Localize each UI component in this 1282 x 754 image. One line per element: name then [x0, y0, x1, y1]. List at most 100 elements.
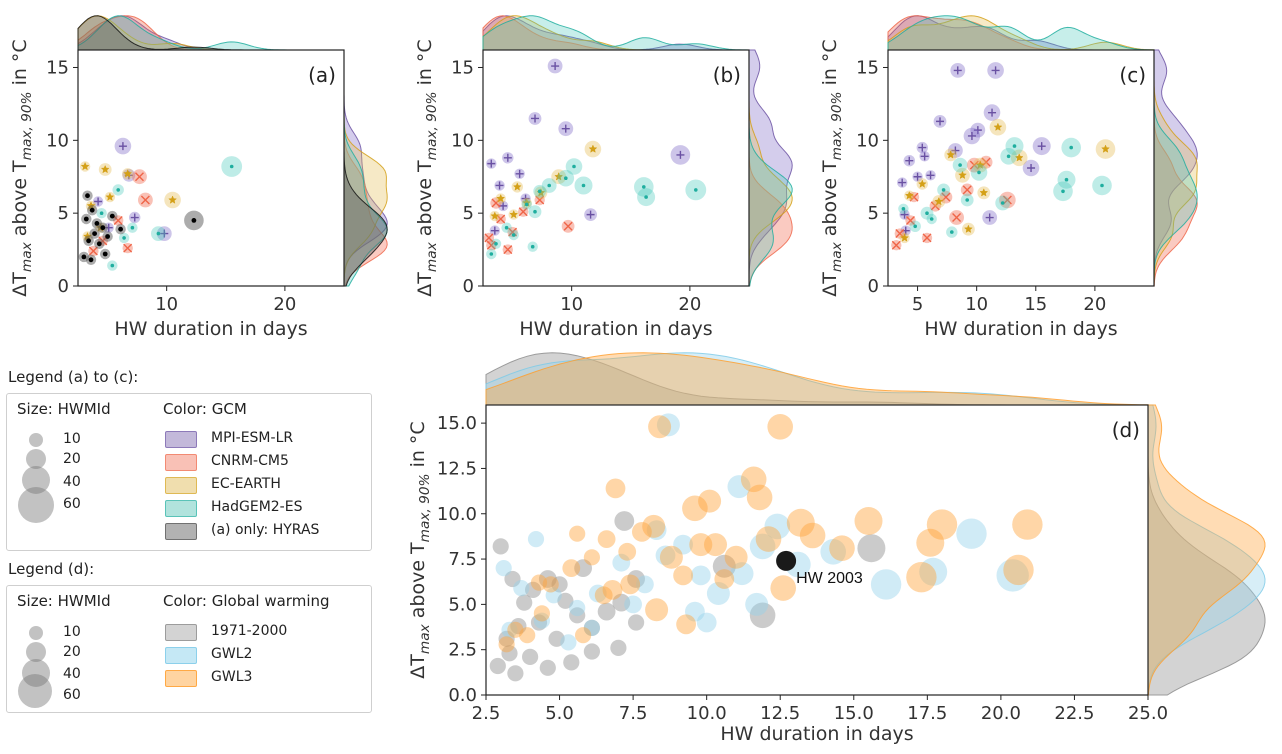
axes-frame-b [482, 49, 750, 287]
legend-ac-label-ecearth: EC-EARTH [211, 476, 281, 492]
y-tick-label-d-5: 12.5 [437, 458, 477, 479]
point-marker-b-ec-earth-5 [496, 193, 506, 203]
point-marker-a-ec-earth-2 [168, 195, 178, 204]
legend-ac-size-header: Size: HWMId [17, 400, 111, 418]
y-tick-label-b-0: 0 [463, 276, 474, 297]
data-point-d-gwl2-12 [706, 582, 730, 605]
legend-ac-label-hadgem: HadGEM2-ES [211, 499, 303, 515]
legend-ac-size-10-marker [29, 433, 43, 447]
data-point-d-1971-2000-9 [548, 630, 565, 647]
data-point-d-1971-2000-8 [498, 630, 515, 647]
data-point-d-gwl2-22 [533, 612, 551, 629]
data-point-d-1971-2000-4 [557, 592, 574, 609]
y-tick-label-d-3: 7.5 [448, 549, 477, 570]
data-point-d-1971-2000-18 [583, 643, 601, 660]
y-axis-label-a: ΔTmax above Tmax, 90% in °C [9, 39, 35, 296]
legend-d-size-20-label: 20 [63, 644, 81, 660]
data-point-d-1971-2000-22 [574, 559, 592, 577]
point-marker-b-cnrm-cm5-7 [535, 195, 545, 205]
y-axis-label-b: ΔTmax above Tmax, 90% in °C [414, 39, 440, 296]
point-marker-b-mpi-esm-lr-1 [531, 114, 540, 123]
legend-d-swatch-1971-2000 [165, 624, 197, 641]
marginal-x-density-b-hadgem2-es [482, 15, 750, 51]
point-marker-c-ec-earth-9 [900, 233, 910, 242]
point-marker-c-ec-earth-11 [979, 188, 989, 197]
panel-label-c: (c) [1119, 63, 1146, 87]
point-marker-c-hadgem2-es-14 [965, 198, 969, 202]
legend-d-swatch-gwl2 [165, 647, 197, 664]
point-marker-c-mpi-esm-lr-14 [926, 171, 935, 180]
data-point-d-gwl3-28 [689, 533, 713, 557]
x-tick-label-d-4: 12.5 [760, 703, 800, 724]
legend-d-size-60-label: 60 [63, 687, 81, 703]
point-marker-b-hadgem2-es-0 [642, 185, 646, 189]
point-marker-b-cnrm-cm5-2 [518, 207, 528, 217]
data-point-d-gwl3-22 [562, 559, 581, 577]
legend-ac-size-20-marker [26, 449, 46, 469]
data-point-d-gwl2-17 [685, 601, 705, 622]
point-marker-b-mpi-esm-lr-10 [586, 210, 595, 219]
point-marker-a-mpi-esm-lr-0 [118, 142, 127, 151]
point-marker-b-cnrm-cm5-5 [503, 245, 513, 255]
data-point-d-gwl3-16 [746, 484, 773, 511]
y-axis-label-part: in °C [819, 39, 841, 91]
marginal-x-density-c-hadgem2-es [887, 15, 1155, 51]
x-tick-label-b-0: 10 [560, 294, 583, 315]
point-marker-b-cnrm-cm5-3 [496, 214, 506, 224]
x-axis-label-b: HW duration in days [519, 318, 712, 340]
legend-ac-size-60-label: 60 [63, 496, 81, 512]
legend-d-size-header: Size: HWMId [17, 592, 111, 610]
data-point-d-gwl3-24 [519, 627, 536, 644]
data-point-d-1971-2000-28 [489, 657, 506, 675]
point-marker-b-hadgem2-es-5 [564, 176, 568, 180]
y-axis-label-part: in °C [407, 421, 429, 473]
data-point-d-gwl2-18 [870, 569, 902, 600]
data-point-d-gwl3-0 [648, 415, 672, 439]
point-marker-a--a-only-hyras-8 [92, 231, 97, 237]
data-point-d-1971-2000-15 [522, 648, 539, 666]
point-marker-a-ec-earth-4 [105, 192, 115, 201]
hw-2003-label: HW 2003 [796, 570, 863, 587]
x-tick-label-c-1: 10 [965, 294, 988, 315]
legend-d-swatch-gwl3 [165, 670, 197, 687]
y-axis-label-part: max [19, 241, 35, 272]
point-marker-a-hadgem2-es-5 [99, 211, 104, 215]
data-point-d-gwl2-20 [956, 518, 987, 549]
data-point-d-gwl2-24 [501, 621, 518, 638]
y-axis-label-part: ΔT [407, 654, 429, 679]
point-marker-a-ec-earth-3 [123, 169, 133, 178]
point-marker-a-hadgem2-es-4 [110, 263, 115, 268]
point-marker-a--a-only-hyras-1 [85, 193, 90, 199]
x-tick-label-d-0: 2.5 [472, 703, 501, 724]
data-point-d-gwl2-30 [820, 539, 846, 565]
data-point-d-gwl3-37 [583, 549, 601, 566]
point-marker-c-mpi-esm-lr-6 [951, 146, 960, 155]
point-marker-c-ec-earth-5 [963, 224, 973, 233]
point-marker-c-hadgem2-es-1 [1064, 177, 1069, 182]
data-point-d-gwl2-16 [745, 592, 769, 616]
point-marker-a-mpi-esm-lr-2 [160, 229, 169, 238]
legend-d-size-40-label: 40 [63, 666, 81, 682]
data-point-d-gwl3-1 [767, 414, 793, 440]
point-marker-c-cnrm-cm5-3 [941, 192, 951, 202]
data-point-d-gwl3-39 [618, 542, 637, 561]
legend-d-title: Legend (d): [8, 560, 95, 578]
x-tick-label-c-2: 15 [1024, 294, 1047, 315]
point-marker-b-cnrm-cm5-6 [484, 233, 494, 243]
legend-ac-size-40-marker [22, 466, 50, 494]
data-point-d-gwl3-5 [682, 495, 708, 522]
data-point-d-gwl2-8 [636, 575, 654, 594]
point-marker-a--a-only-hyras-9 [96, 241, 102, 247]
point-marker-c-mpi-esm-lr-5 [967, 131, 976, 140]
point-marker-b-ec-earth-3 [512, 182, 522, 191]
point-marker-a-ec-earth-1 [100, 164, 110, 174]
panel-label-d: (d) [1112, 418, 1140, 442]
data-point-d-gwl3-13 [906, 562, 937, 593]
legend-ac-swatch-ecearth [165, 477, 197, 494]
data-point-d-gwl2-11 [690, 565, 711, 586]
data-point-d-1971-2000-2 [525, 581, 542, 599]
point-marker-a--a-only-hyras-7 [109, 213, 115, 219]
y-axis-label-c: ΔTmax above Tmax, 90% in °C [819, 39, 845, 296]
point-marker-a-hadgem2-es-0 [229, 164, 234, 169]
data-point-d-1971-2000-14 [501, 645, 518, 662]
